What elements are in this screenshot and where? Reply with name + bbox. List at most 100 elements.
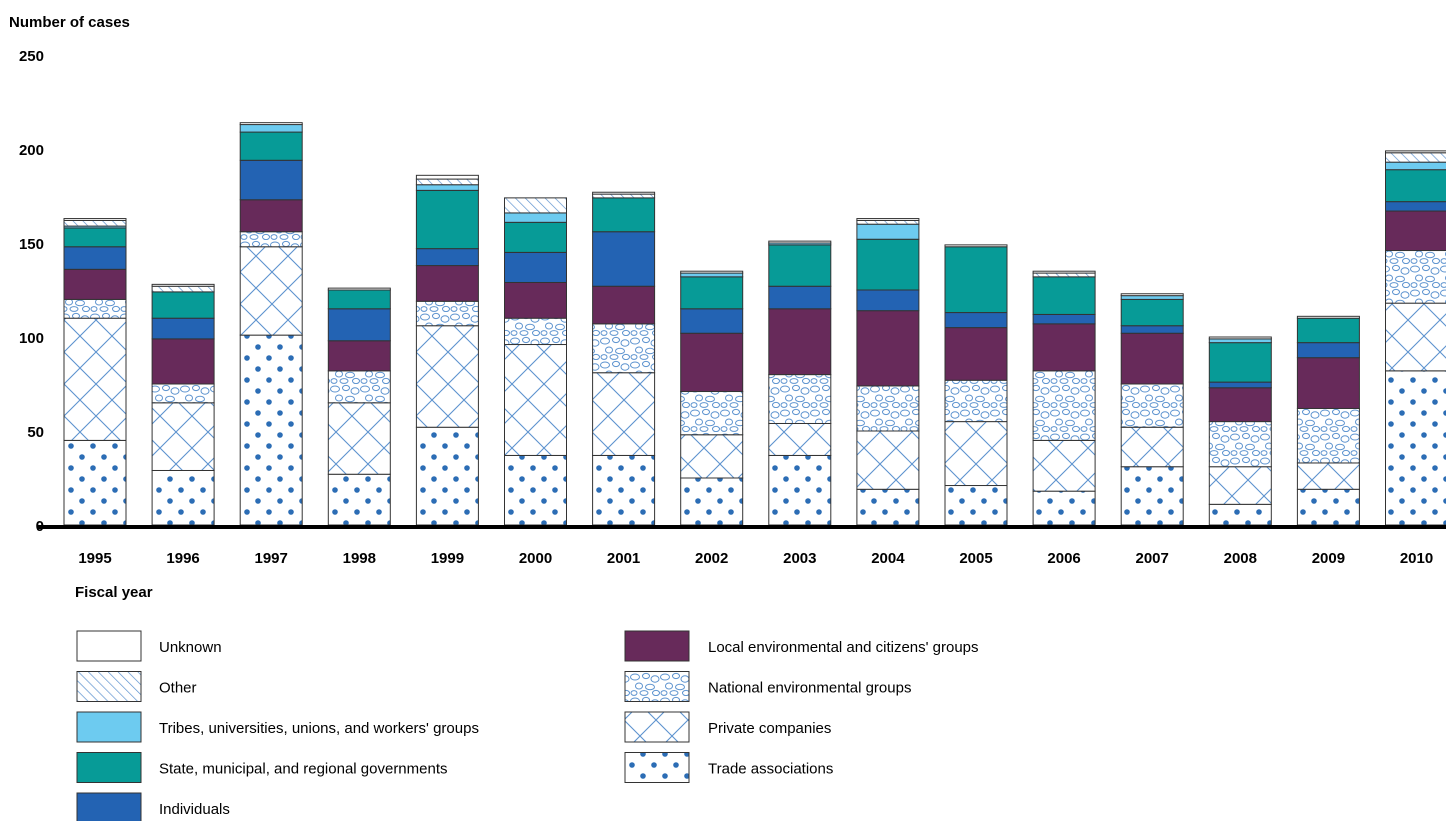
bar-segment-local-environmental-and-citizens-groups-2010 bbox=[1385, 210, 1446, 252]
x-tick-label: 2010 bbox=[1400, 550, 1433, 567]
legend-swatch bbox=[624, 752, 690, 783]
bar-segment-other-1996 bbox=[151, 285, 215, 293]
legend-item-other: Other bbox=[76, 671, 197, 702]
bar-segment-national-environmental-groups-1998 bbox=[327, 370, 391, 404]
bar-segment-individuals-2007 bbox=[1120, 325, 1184, 334]
x-tick-label: 1998 bbox=[343, 550, 376, 567]
bar-segment-individuals-2004 bbox=[856, 289, 920, 312]
bar-segment-private-companies-2006 bbox=[1032, 439, 1096, 492]
bar-segment-private-companies-2004 bbox=[856, 430, 920, 490]
x-tick-label: 1996 bbox=[166, 550, 199, 567]
x-tick-label: 1995 bbox=[78, 550, 111, 567]
bar-segment-individuals-2000 bbox=[504, 251, 567, 283]
bar-segment-individuals-2008 bbox=[1208, 381, 1272, 389]
bar-segment-local-environmental-and-citizens-groups-2002 bbox=[680, 332, 744, 393]
bar-segment-unknown-1995 bbox=[63, 218, 127, 221]
bar-segment-individuals-1998 bbox=[327, 308, 391, 342]
bar-segment-trade-associations-2006 bbox=[1032, 490, 1096, 526]
bar-segment-local-environmental-and-citizens-groups-2003 bbox=[768, 308, 832, 376]
bar-segment-unknown-2010 bbox=[1385, 150, 1446, 154]
bar-segment-state-municipal-and-regional-governments-2009 bbox=[1296, 317, 1360, 344]
bar-segment-local-environmental-and-citizens-groups-2005 bbox=[944, 327, 1008, 381]
legend-label: Trade associations bbox=[708, 761, 833, 778]
bar-segment-individuals-2001 bbox=[592, 231, 656, 287]
legend-swatch bbox=[76, 711, 142, 743]
legend-label: State, municipal, and regional governmen… bbox=[159, 761, 448, 778]
bar-segment-private-companies-1996 bbox=[151, 402, 215, 471]
legend-label: Private companies bbox=[708, 720, 831, 737]
bar-segment-unknown-2007 bbox=[1120, 293, 1184, 297]
bar-segment-individuals-1996 bbox=[151, 317, 215, 340]
bar-segment-national-environmental-groups-2007 bbox=[1120, 383, 1184, 428]
bar-segment-state-municipal-and-regional-governments-2006 bbox=[1032, 276, 1096, 315]
legend-item-unknown: Unknown bbox=[76, 630, 222, 662]
bar-segment-unknown-2002 bbox=[680, 270, 744, 274]
legend-label: Other bbox=[159, 680, 197, 697]
bar-segment-national-environmental-groups-2008 bbox=[1208, 421, 1272, 468]
bar-segment-trade-associations-2005 bbox=[944, 485, 1008, 526]
x-tick-label: 2005 bbox=[959, 550, 992, 567]
x-tick-label: 2003 bbox=[783, 550, 816, 567]
bar-segment-tribes-universities-unions-and-workers-groups-1999 bbox=[415, 184, 479, 191]
x-tick-label: 2002 bbox=[695, 550, 728, 567]
bar-segment-individuals-1999 bbox=[415, 248, 479, 267]
bar-segment-private-companies-2010 bbox=[1385, 302, 1446, 372]
bar-segment-state-municipal-and-regional-governments-1997 bbox=[239, 131, 303, 161]
bar-segment-state-municipal-and-regional-governments-2008 bbox=[1208, 342, 1272, 383]
bar-segment-tribes-universities-unions-and-workers-groups-2008 bbox=[1208, 338, 1272, 344]
bar-segment-individuals-2003 bbox=[768, 285, 832, 310]
bar-segment-other-2004 bbox=[856, 219, 920, 225]
bar-segment-local-environmental-and-citizens-groups-2007 bbox=[1120, 332, 1184, 385]
bar-segment-state-municipal-and-regional-governments-2010 bbox=[1385, 169, 1446, 203]
legend-swatch bbox=[76, 752, 142, 783]
legend-label: Local environmental and citizens' groups bbox=[708, 639, 979, 656]
bar-segment-unknown-2003 bbox=[768, 240, 832, 244]
y-axis-title: Number of cases bbox=[9, 14, 130, 31]
bar-segment-trade-associations-2007 bbox=[1120, 466, 1184, 526]
bar-segment-tribes-universities-unions-and-workers-groups-2000 bbox=[504, 212, 567, 223]
bar-segment-trade-associations-2010 bbox=[1385, 370, 1446, 526]
bar-segment-private-companies-1997 bbox=[239, 246, 303, 336]
bar-segment-trade-associations-2009 bbox=[1296, 488, 1360, 526]
legend-item-local-environmental-and-citizens-groups: Local environmental and citizens' groups bbox=[624, 630, 979, 662]
bar-segment-individuals-1997 bbox=[239, 159, 303, 201]
bar-segment-local-environmental-and-citizens-groups-2000 bbox=[504, 281, 567, 319]
bar-segment-local-environmental-and-citizens-groups-1996 bbox=[151, 338, 215, 385]
bar-segment-trade-associations-2004 bbox=[856, 488, 920, 526]
legend-swatch bbox=[624, 711, 690, 743]
bar-segment-unknown-1999 bbox=[415, 174, 479, 180]
bar-segment-tribes-universities-unions-and-workers-groups-1997 bbox=[239, 124, 303, 133]
bar-segment-national-environmental-groups-1995 bbox=[63, 298, 127, 319]
bar-segment-local-environmental-and-citizens-groups-1999 bbox=[415, 265, 479, 302]
y-tick-label: 200 bbox=[19, 142, 44, 159]
bar-segment-state-municipal-and-regional-governments-2005 bbox=[944, 246, 1008, 314]
bar-segment-national-environmental-groups-2000 bbox=[504, 317, 567, 346]
x-tick-label: 2007 bbox=[1136, 550, 1169, 567]
bar-segment-state-municipal-and-regional-governments-1996 bbox=[151, 291, 215, 319]
bar-segment-local-environmental-and-citizens-groups-2004 bbox=[856, 310, 920, 387]
bar-segment-unknown-2009 bbox=[1296, 315, 1360, 319]
bar-segment-state-municipal-and-regional-governments-1995 bbox=[63, 227, 127, 248]
bar-segment-individuals-2010 bbox=[1385, 201, 1446, 212]
bars bbox=[63, 122, 1446, 526]
legend-swatch bbox=[76, 792, 142, 821]
legend-swatch bbox=[76, 671, 142, 702]
legend-label: Individuals bbox=[159, 801, 230, 818]
bar-segment-other-2000 bbox=[504, 197, 567, 214]
bar-segment-state-municipal-and-regional-governments-1999 bbox=[415, 189, 479, 250]
legend-swatch bbox=[624, 671, 690, 702]
bar-segment-state-municipal-and-regional-governments-2002 bbox=[680, 276, 744, 310]
x-tick-label: 2008 bbox=[1224, 550, 1257, 567]
legend-item-private-companies: Private companies bbox=[624, 711, 831, 743]
x-tick-label: 1997 bbox=[255, 550, 288, 567]
bar-segment-trade-associations-1998 bbox=[327, 473, 391, 526]
bar-segment-national-environmental-groups-2002 bbox=[680, 391, 744, 436]
bar-segment-trade-associations-2001 bbox=[592, 454, 656, 526]
bar-segment-trade-associations-1995 bbox=[63, 439, 127, 526]
bar-segment-unknown-2004 bbox=[856, 218, 920, 221]
bar-segment-unknown-2005 bbox=[944, 244, 1008, 248]
bar-segment-unknown-2001 bbox=[592, 191, 656, 195]
bar-segment-state-municipal-and-regional-governments-2001 bbox=[592, 197, 656, 233]
bar-segment-local-environmental-and-citizens-groups-2009 bbox=[1296, 357, 1360, 409]
